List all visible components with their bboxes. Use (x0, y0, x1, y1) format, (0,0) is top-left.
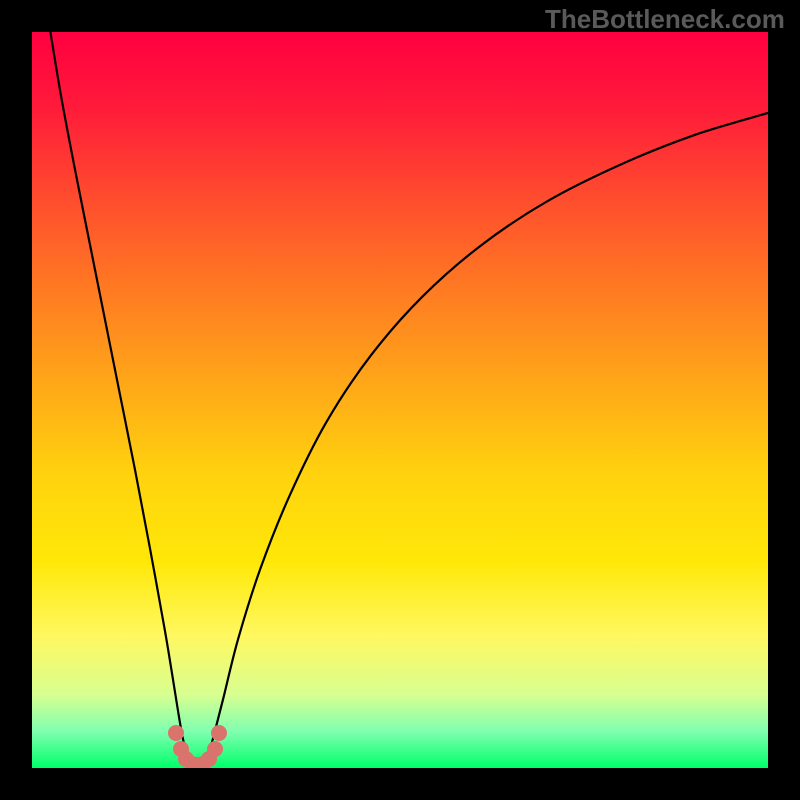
curve-layer (32, 32, 768, 768)
curve-marker (168, 725, 184, 741)
watermark-text: TheBottleneck.com (545, 4, 785, 35)
plot-area (32, 32, 768, 768)
curve-marker (207, 741, 223, 757)
bottleneck-curve (50, 32, 768, 767)
curve-marker (211, 725, 227, 741)
